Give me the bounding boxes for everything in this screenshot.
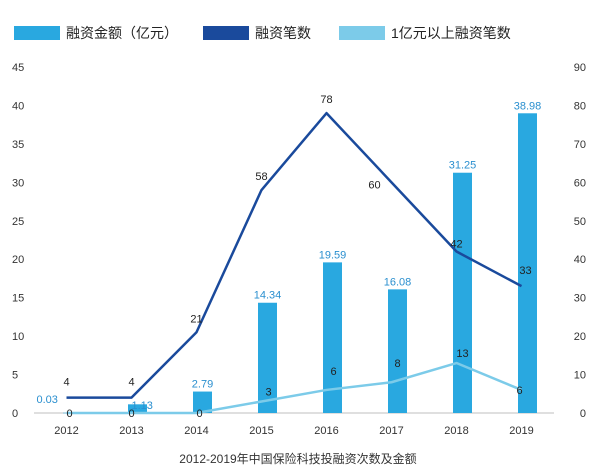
bar-amount (128, 404, 147, 413)
y-left-tick-label: 20 (12, 254, 24, 266)
y-left-tick-label: 40 (12, 100, 24, 112)
line-large-count-data-label: 6 (516, 385, 522, 397)
legend-item-count: 融资笔数 (203, 20, 311, 46)
y-right-tick-label: 60 (574, 177, 586, 189)
legend: 融资金额（亿元） 融资笔数 1亿元以上融资笔数 (0, 20, 596, 46)
bar-data-label: 2.79 (192, 379, 213, 391)
y-right-tick-label: 70 (574, 139, 586, 151)
line-large-count-data-label: 3 (265, 386, 271, 398)
x-tick-label: 2014 (184, 425, 208, 437)
bar-data-label: 19.59 (319, 249, 347, 261)
bar-data-label: 1.13 (132, 400, 153, 412)
y-right-tick-label: 30 (574, 293, 586, 305)
bar-amount (388, 289, 407, 413)
line-large-count (66, 361, 522, 415)
x-tick-label: 2015 (249, 425, 273, 437)
legend-label-amount: 融资金额（亿元） (66, 25, 178, 41)
x-tick-label: 2013 (119, 425, 143, 437)
line-large-count-data-label: 0 (196, 408, 202, 420)
bar-amount (518, 113, 537, 413)
bar-data-label: 16.08 (384, 276, 412, 288)
y-right-tick-label: 90 (574, 62, 586, 74)
y-left-tick-label: 10 (12, 331, 24, 343)
y-left-tick-label: 35 (12, 139, 24, 151)
line-count-data-label: 4 (63, 377, 69, 389)
bar-data-label: 0.03 (37, 394, 58, 406)
legend-swatch-amount (14, 26, 60, 40)
y-right-tick-label: 80 (574, 100, 586, 112)
line-large-count-data-label: 8 (394, 358, 400, 370)
y-left-tick-label: 0 (12, 408, 18, 420)
legend-swatch-count (203, 26, 249, 40)
y-right-tick-label: 10 (574, 370, 586, 382)
legend-item-amount: 融资金额（亿元） (14, 20, 178, 46)
bar-data-label: 31.25 (449, 160, 477, 172)
legend-label-count: 融资笔数 (255, 25, 311, 41)
x-tick-label: 2016 (314, 425, 338, 437)
y-right-tick-label: 50 (574, 216, 586, 228)
line-count-data-label: 42 (450, 239, 462, 251)
x-tick-label: 2019 (509, 425, 533, 437)
x-tick-label: 2017 (379, 425, 403, 437)
y-left-tick-label: 5 (12, 370, 18, 382)
y-right-tick-label: 20 (574, 331, 586, 343)
legend-swatch-large-count (339, 26, 385, 40)
legend-item-large-count: 1亿元以上融资笔数 (339, 20, 511, 46)
x-tick-label: 2018 (444, 425, 468, 437)
bar-data-label: 14.34 (254, 290, 282, 302)
y-left-tick-label: 15 (12, 293, 24, 305)
y-left-tick-label: 45 (12, 62, 24, 74)
chart-caption: 2012-2019年中国保险科技投融资次数及金额 (179, 452, 417, 466)
line-count-data-label: 78 (320, 94, 332, 106)
bar-amount (193, 391, 212, 413)
y-left-tick-label: 25 (12, 216, 24, 228)
line-count-data-label: 58 (255, 171, 267, 183)
bar-data-label: 38.98 (514, 100, 542, 112)
line-count (66, 111, 523, 399)
line-count-data-label: 60 (368, 179, 380, 191)
x-tick-label: 2012 (54, 425, 78, 437)
y-left-tick-label: 30 (12, 177, 24, 189)
line-count-data-label: 4 (128, 377, 134, 389)
line-count-data-label: 21 (190, 313, 202, 325)
bar-amount (258, 302, 277, 413)
y-right-tick-label: 40 (574, 254, 586, 266)
bar-amount (453, 172, 472, 413)
line-count-data-label: 33 (519, 265, 531, 277)
bar-amount (323, 262, 342, 413)
line-large-count-data-label: 0 (128, 408, 134, 420)
line-large-count-data-label: 13 (456, 348, 468, 360)
y-right-tick-label: 0 (580, 408, 586, 420)
line-large-count-data-label: 0 (66, 408, 72, 420)
legend-label-large-count: 1亿元以上融资笔数 (391, 25, 511, 41)
line-large-count-data-label: 6 (330, 366, 336, 378)
